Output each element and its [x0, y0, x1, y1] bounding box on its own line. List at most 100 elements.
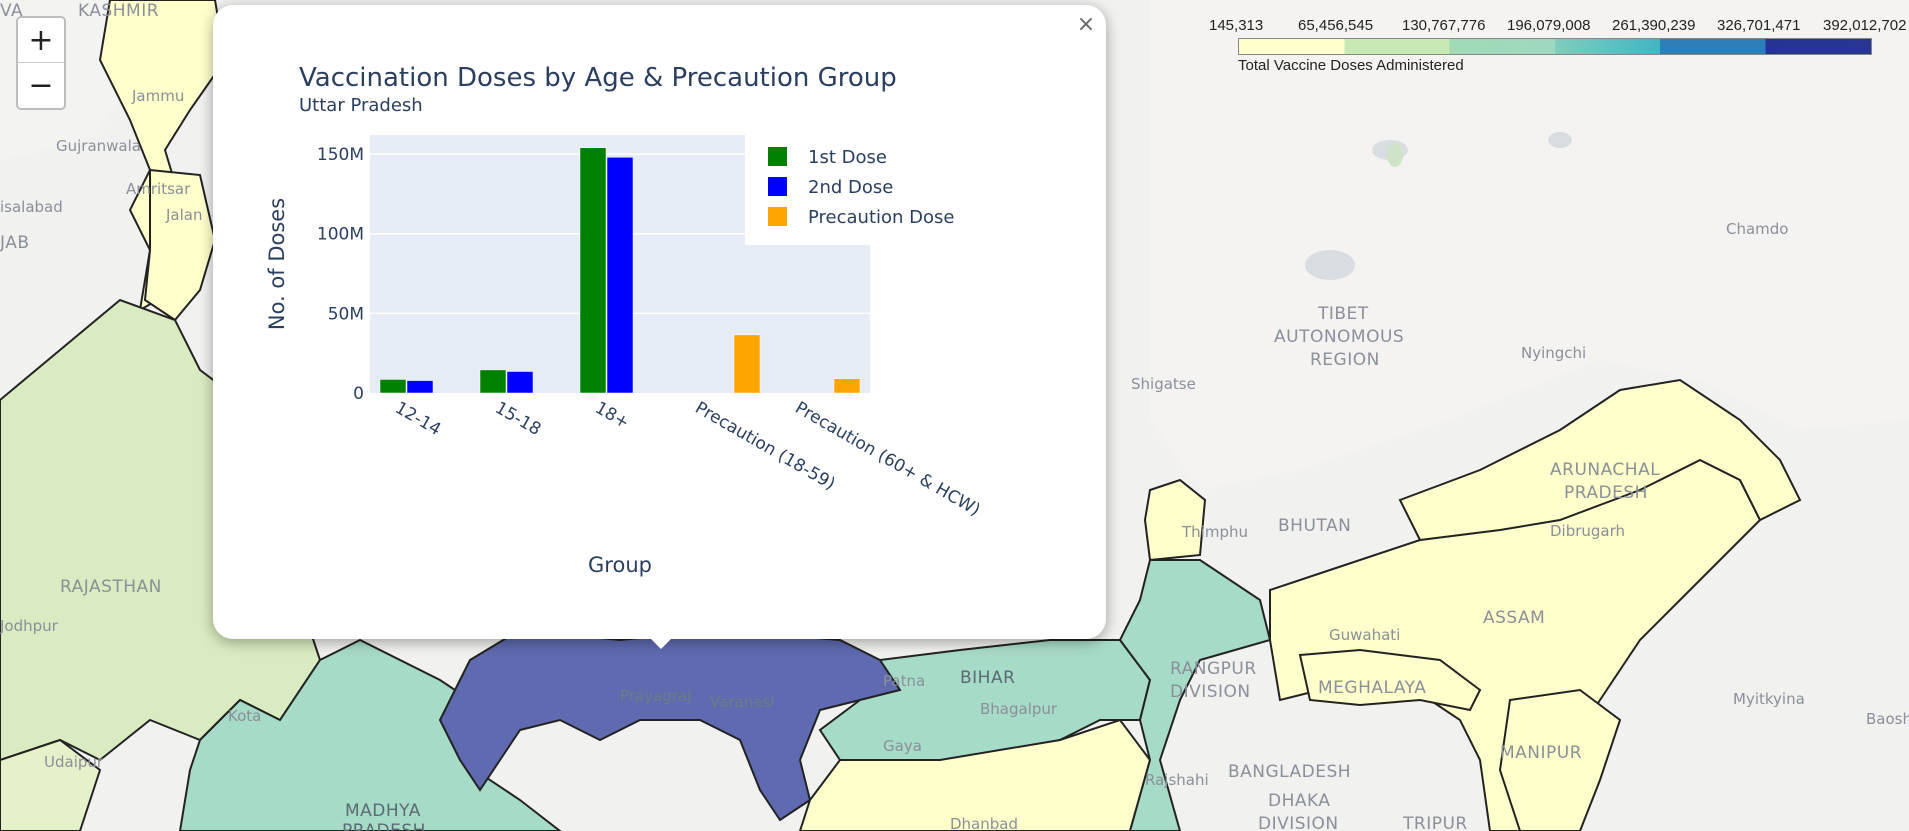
y-tick-label: 150M: [317, 145, 364, 165]
color-legend: 145,313 65,456,545 130,767,776 196,079,0…: [1205, 14, 1909, 84]
map-label-tibet-3: REGION: [1310, 350, 1380, 370]
city-prayagraj: Prayagraj: [620, 687, 691, 705]
legend-tick: 261,390,239: [1612, 17, 1696, 34]
map-label-madhya-pradesh-2: PRADESH: [342, 821, 426, 831]
map-label-arunachal-2: PRADESH: [1564, 483, 1648, 503]
legend-label[interactable]: 2nd Dose: [808, 177, 893, 198]
bar[interactable]: [606, 157, 634, 394]
x-tick-label: Precaution (60+ & HCW): [792, 398, 984, 520]
city-rajshahi: Rajshahi: [1145, 771, 1209, 789]
state-uttar-pradesh[interactable]: [438, 628, 902, 822]
city-thimphu: Thimphu: [1181, 523, 1248, 541]
city-chamdo: Chamdo: [1726, 220, 1788, 238]
y-tick-label: 100M: [317, 225, 364, 245]
popup-tip: [645, 633, 677, 649]
map-label-dhaka-2: DIVISION: [1258, 814, 1339, 831]
city-dhanbad: Dhanbad: [950, 815, 1018, 831]
x-tick-label: 12-14: [392, 398, 445, 440]
bar[interactable]: [479, 369, 507, 394]
chart-title: Vaccination Doses by Age & Precaution Gr…: [299, 63, 897, 93]
lake: [1305, 250, 1355, 280]
city-guwahati: Guwahati: [1329, 626, 1400, 644]
bars: [379, 147, 861, 394]
map-label-bihar: BIHAR: [960, 668, 1015, 688]
legend-swatch: [768, 207, 787, 226]
x-axis-title: Group: [588, 553, 652, 577]
map-label-meghalaya: MEGHALAYA: [1318, 678, 1426, 698]
state-meghalaya[interactable]: [1298, 648, 1482, 712]
city-faisalabad: isalabad: [0, 198, 63, 216]
city-bhagalpur: Bhagalpur: [980, 700, 1058, 718]
bar[interactable]: [733, 334, 761, 394]
city-myitkyina: Myitkyina: [1733, 690, 1805, 708]
zoom-control: + −: [16, 16, 66, 110]
y-tick-label: 0: [353, 384, 364, 404]
legend-tick: 392,012,702: [1823, 17, 1907, 34]
city-gaya: Gaya: [883, 737, 922, 755]
state-gujarat[interactable]: [0, 738, 102, 831]
map-label-manipur: MANIPUR: [1500, 743, 1582, 763]
vaccination-bar-chart: Vaccination Doses by Age & Precaution Gr…: [265, 63, 984, 577]
legend-tick: 130,767,776: [1402, 17, 1486, 34]
state-sikkim[interactable]: [1143, 478, 1207, 562]
state-jharkhand[interactable]: [798, 718, 1152, 831]
legend-label[interactable]: Precaution Dose: [808, 207, 954, 228]
map-label-dhaka: DHAKA: [1268, 791, 1330, 811]
legend-tick: 326,701,471: [1717, 17, 1801, 34]
bar[interactable]: [506, 371, 534, 394]
map-label-rajasthan: RAJASTHAN: [60, 577, 162, 597]
city-jodhpur: Jodhpur: [0, 617, 59, 635]
bar[interactable]: [833, 378, 861, 394]
map-label-bhutan: BHUTAN: [1278, 516, 1351, 536]
chart-legend-bg: [745, 133, 872, 245]
y-axis-ticks: 0 50M 100M 150M: [317, 145, 364, 404]
city-nyingchi: Nyingchi: [1521, 344, 1586, 362]
x-tick-label: 18+: [592, 398, 633, 433]
city-gujranwala: Gujranwala: [56, 137, 141, 155]
state-punjab[interactable]: [143, 168, 217, 322]
legend-tick: 145,313: [1209, 17, 1264, 34]
chart-legend: 1st Dose 2nd Dose Precaution Dose: [745, 133, 954, 245]
tibet-region-shade: [1150, 0, 1909, 490]
city-kota: Kota: [228, 707, 261, 725]
bar[interactable]: [406, 380, 434, 394]
map-label-tibet-2: AUTONOMOUS: [1274, 327, 1404, 347]
legend-color-bar: [1238, 38, 1872, 55]
chart-subtitle: Uttar Pradesh: [299, 95, 423, 116]
legend-swatch: [768, 177, 787, 196]
map-label-assam: ASSAM: [1483, 608, 1545, 628]
city-shigatse: Shigatse: [1131, 375, 1196, 393]
map-popup: × Vaccination Doses by Age & Precaution …: [213, 5, 1106, 639]
city-varanasi: Varanasi: [710, 693, 774, 711]
x-tick-label: 15-18: [492, 398, 545, 440]
zoom-out-button[interactable]: −: [18, 63, 64, 108]
legend-tick: 196,079,008: [1507, 17, 1591, 34]
map-label-tripura: TRIPUR: [1402, 814, 1468, 831]
lake: [1387, 143, 1403, 167]
city-jalandhar: Jalan: [165, 206, 202, 224]
x-axis-ticks: 12-14 15-18 18+ Precaution (18-59)Precautio…: [392, 398, 984, 520]
map-label-punjab: JAB: [0, 233, 30, 253]
city-jammu: Jammu: [131, 87, 184, 105]
city-patna: Patna: [883, 672, 925, 690]
city-baoshan: Baosh: [1866, 710, 1909, 728]
state-manipur[interactable]: [1498, 688, 1622, 831]
city-udaipur: Udaipur: [44, 753, 104, 771]
state-arunachal-pradesh[interactable]: [1398, 378, 1802, 542]
bar[interactable]: [579, 147, 607, 394]
zoom-in-button[interactable]: +: [18, 18, 64, 63]
state-west-bengal[interactable]: [1118, 559, 1272, 831]
map-label-kashmir: KASHMIR: [78, 1, 159, 21]
map-label-tibet: TIBET: [1317, 304, 1369, 324]
legend-label[interactable]: 1st Dose: [808, 147, 887, 168]
legend-swatch: [768, 147, 787, 166]
popup-close-button[interactable]: ×: [1074, 13, 1098, 37]
bar[interactable]: [379, 379, 407, 394]
map-label-rangpur: RANGPUR: [1170, 659, 1257, 679]
y-axis-title: No. of Doses: [265, 198, 289, 330]
legend-tick: 65,456,545: [1298, 17, 1374, 34]
city-dibrugarh: Dibrugarh: [1550, 522, 1625, 540]
map-label-madhya-pradesh: MADHYA: [345, 801, 421, 821]
map-label-rangpur-2: DIVISION: [1170, 682, 1251, 702]
city-amritsar: Amritsar: [126, 180, 191, 198]
